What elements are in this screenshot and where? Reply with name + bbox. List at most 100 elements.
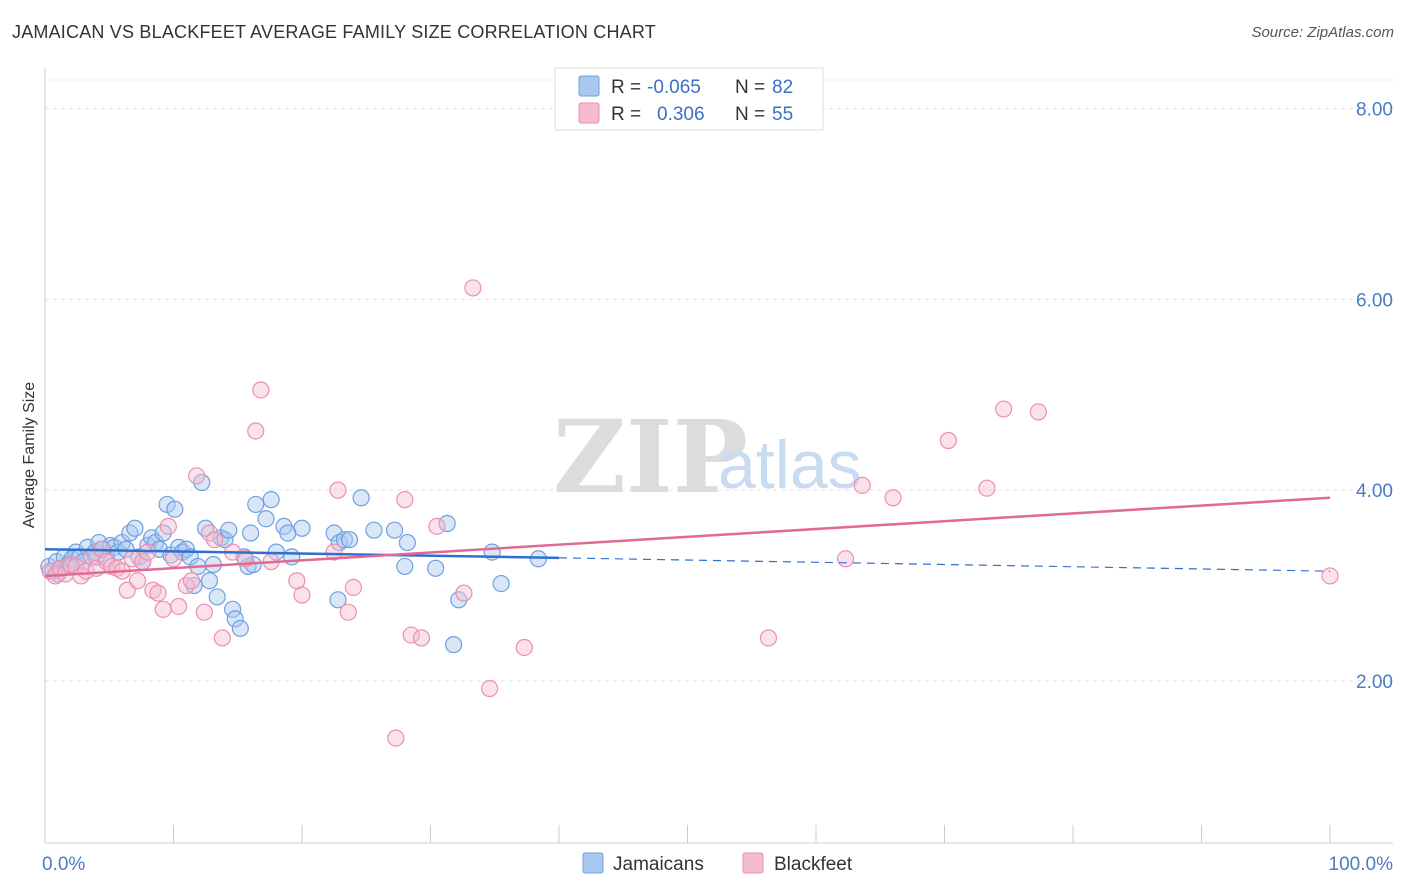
blackfeet-point (853, 476, 871, 494)
jamaicans-point (293, 519, 311, 537)
blackfeet-point (412, 629, 431, 647)
blackfeet-point (402, 626, 420, 644)
blackfeet-point (247, 422, 265, 440)
chart-title: JAMAICAN VS BLACKFEET AVERAGE FAMILY SIZ… (12, 22, 656, 42)
jamaicans-point (438, 514, 456, 533)
legend-swatch-jamaicans (578, 75, 600, 97)
blackfeet-point (72, 567, 90, 585)
jamaicans-point (231, 619, 249, 638)
blackfeet-point (339, 603, 357, 621)
blackfeet-point (455, 584, 473, 602)
blackfeet-point (396, 491, 414, 509)
blackfeet-point (759, 629, 778, 647)
blackfeet-point (149, 584, 167, 602)
jamaicans-point (340, 531, 359, 549)
jamaicans-trend-extension (558, 557, 1331, 572)
blackfeet-point (939, 431, 957, 450)
jamaicans-point (325, 524, 343, 542)
jamaicans-point (329, 591, 347, 609)
jamaicans-point (398, 533, 416, 552)
jamaicans-point (335, 531, 354, 549)
jamaicans-points (40, 473, 548, 654)
blackfeet-point (182, 572, 201, 590)
series-legend: Jamaicans Blackfeet (582, 852, 853, 875)
correlation-legend: R = -0.065 N = 82 R = 0.306 N = 55 (554, 67, 824, 131)
bottom-legend-swatch-blackfeet (742, 852, 764, 874)
gridlines (45, 79, 1393, 682)
blackfeet-point (128, 572, 147, 590)
blackfeet-point (206, 531, 224, 549)
blackfeet-point (1321, 567, 1339, 585)
blackfeet-point (344, 578, 362, 596)
jamaicans-point (242, 524, 260, 542)
legend-n-label-1: N = (735, 77, 765, 98)
blackfeet-point (177, 576, 195, 595)
jamaicans-trend-line (44, 547, 560, 560)
jamaicans-point (385, 521, 404, 539)
blackfeet-point (188, 467, 206, 485)
jamaicans-point (166, 500, 184, 518)
legend-r-value-1: -0.065 (647, 77, 701, 98)
jamaicans-point (257, 510, 275, 528)
y-tick-label-0: 2.00 (1356, 672, 1393, 693)
blackfeet-point (252, 381, 270, 399)
y-axis-label: Average Family Size (21, 382, 38, 529)
jamaicans-point (330, 533, 348, 552)
y-tick-label-1: 4.00 (1356, 481, 1393, 502)
blackfeet-point (481, 679, 499, 698)
jamaicans-point (126, 519, 144, 537)
y-tick-label-3: 8.00 (1356, 100, 1393, 121)
blackfeet-point (195, 603, 213, 621)
jamaicans-point (396, 557, 414, 576)
blackfeet-point (154, 600, 172, 618)
x-tick-label-max: 100.0% (1329, 854, 1394, 875)
jamaicans-point (492, 574, 510, 593)
blackfeet-point (995, 400, 1013, 418)
jamaicans-point (121, 524, 139, 542)
legend-r-label-2: R = (611, 104, 641, 125)
y-tick-label-2: 6.00 (1356, 290, 1393, 311)
trend-lines (44, 496, 1331, 578)
bottom-legend-jamaicans: Jamaicans (613, 854, 704, 875)
y-tick-labels: 2.00 4.00 6.00 8.00 (1356, 100, 1393, 693)
blackfeet-point (978, 479, 996, 497)
jamaicans-point (208, 588, 226, 606)
blackfeet-point (428, 517, 446, 535)
blackfeet-point (159, 517, 177, 535)
legend-swatch-blackfeet (578, 102, 600, 124)
legend-r-label-1: R = (611, 77, 641, 98)
blackfeet-point (387, 729, 405, 747)
x-tick-label-min: 0.0% (42, 854, 85, 875)
blackfeet-point (836, 550, 855, 568)
jamaicans-point (247, 495, 265, 514)
blackfeet-point (515, 638, 533, 657)
jamaicans-point (226, 610, 244, 628)
blackfeet-trend-line (44, 496, 1331, 578)
blackfeet-point (288, 572, 306, 590)
jamaicans-point (352, 489, 370, 507)
blackfeet-point (325, 543, 343, 561)
legend-n-value-1: 82 (772, 77, 793, 98)
blackfeet-point (1029, 403, 1047, 421)
jamaicans-point (220, 521, 238, 539)
legend-n-label-2: N = (735, 104, 765, 125)
legend-r-value-2: 0.306 (657, 104, 705, 125)
blackfeet-point (170, 597, 188, 616)
bottom-legend-blackfeet: Blackfeet (774, 854, 853, 875)
jamaicans-point (427, 559, 445, 577)
jamaicans-point (445, 636, 463, 654)
watermark-zip: ZIP (553, 398, 748, 516)
jamaicans-point (262, 491, 280, 509)
blackfeet-point (329, 481, 347, 499)
blackfeet-point (213, 629, 231, 647)
axes (44, 68, 1393, 844)
blackfeet-point (164, 550, 183, 568)
legend-box (554, 67, 824, 131)
blackfeet-point (144, 581, 162, 599)
blackfeet-point (293, 586, 311, 604)
blackfeet-point (464, 279, 482, 297)
source-credit: Source: ZipAtlas.com (1251, 24, 1394, 41)
legend-n-value-2: 55 (772, 104, 793, 125)
jamaicans-point (200, 572, 219, 590)
